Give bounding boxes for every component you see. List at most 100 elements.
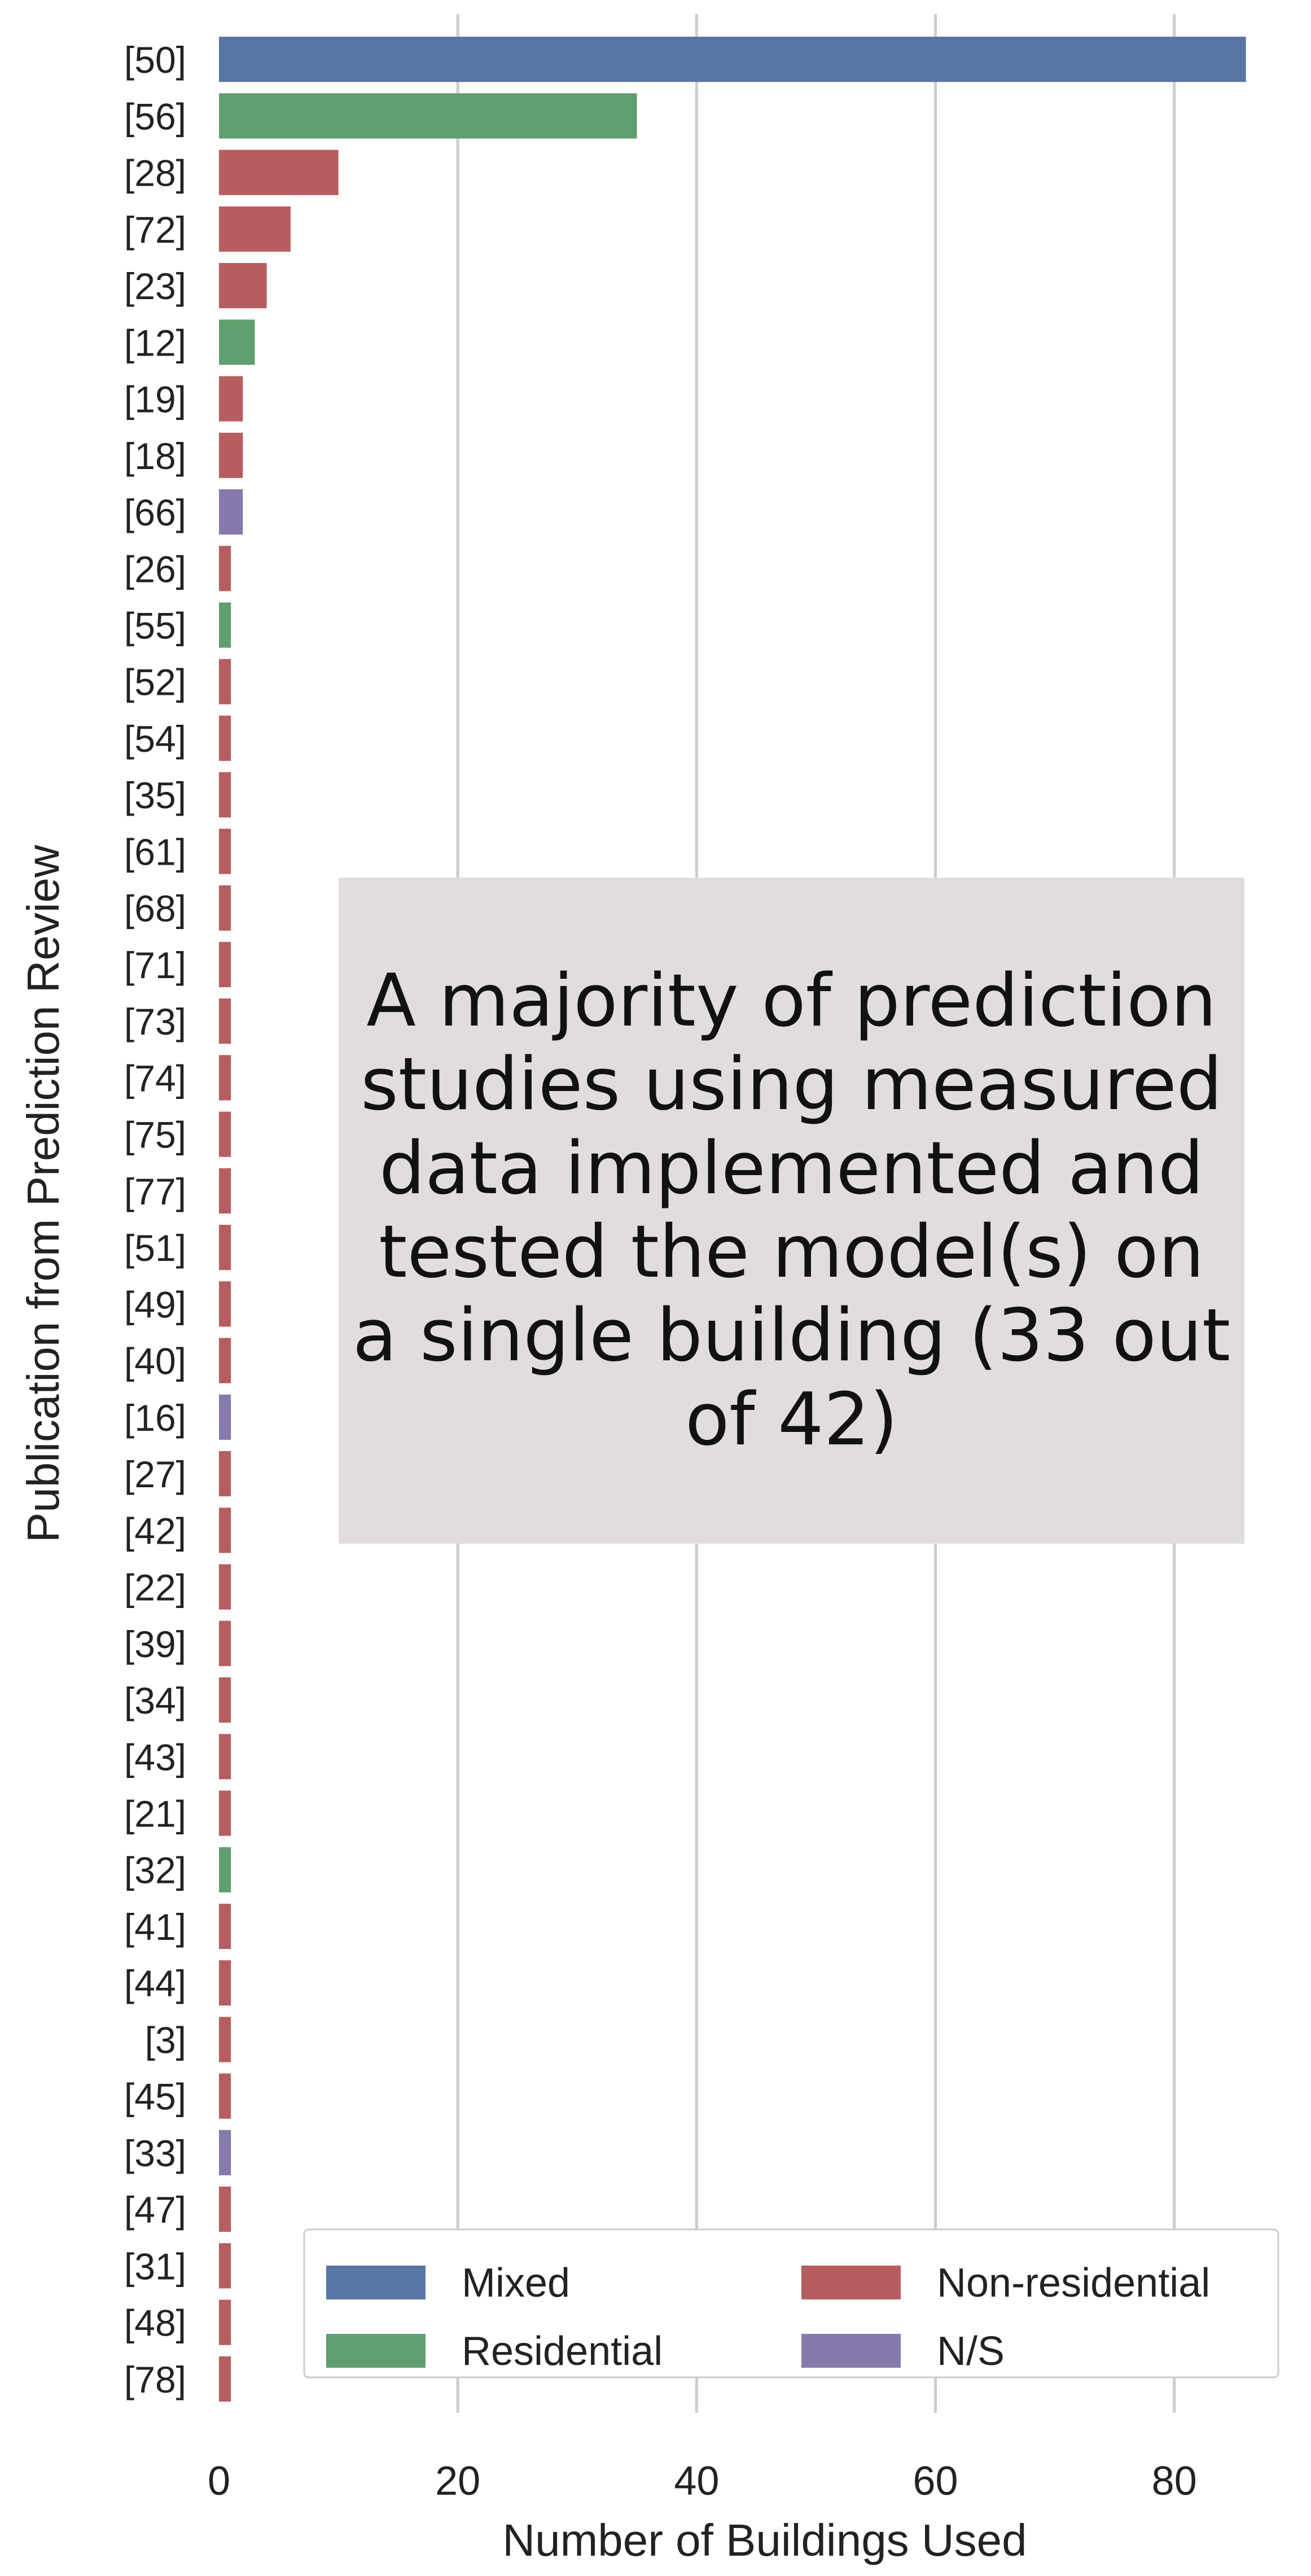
y-tick-label: [78] [124, 2359, 186, 2400]
y-tick-label: [54] [124, 718, 186, 760]
y-tick-label: [33] [124, 2132, 186, 2174]
bar [219, 885, 231, 931]
bar [219, 2356, 231, 2402]
bar [219, 602, 231, 648]
bar [219, 1281, 231, 1327]
y-tick-label: [44] [124, 1962, 186, 2004]
y-tick-label: [41] [124, 1906, 186, 1948]
legend-swatch [801, 2266, 901, 2299]
y-tick-label: [18] [124, 435, 186, 477]
x-tick-label: 0 [208, 2459, 230, 2504]
y-tick-label: [61] [124, 831, 186, 873]
y-tick-label: [66] [124, 492, 186, 533]
legend: Mixed Residential Non-residential N/S [303, 2228, 1279, 2378]
bar [219, 1677, 231, 1723]
bar [219, 206, 291, 252]
annotation-text: A majority of prediction studies using m… [352, 958, 1231, 1462]
legend-label: Non-residential [937, 2260, 1210, 2306]
y-tick-label: [40] [124, 1340, 186, 1382]
bar [219, 829, 231, 874]
y-tick-label: [71] [124, 944, 186, 986]
y-tick-label: [68] [124, 888, 186, 930]
y-tick-label: [12] [124, 322, 186, 363]
legend-label: Residential [462, 2329, 663, 2374]
y-tick-label: [3] [145, 2019, 186, 2061]
x-tick-label: 20 [435, 2459, 480, 2504]
bar [219, 941, 231, 988]
y-tick-label: [27] [124, 1453, 186, 1495]
bar [219, 1564, 231, 1610]
y-tick-label: [47] [124, 2189, 186, 2231]
y-tick-label: [55] [124, 605, 186, 647]
x-tick-label: 40 [674, 2459, 719, 2504]
bar [219, 1847, 231, 1892]
y-tick-label: [72] [124, 209, 186, 251]
bar [219, 2130, 231, 2176]
y-tick-label: [74] [124, 1057, 186, 1099]
bar [219, 319, 255, 365]
y-tick-label: [49] [124, 1283, 186, 1325]
bar [219, 1508, 231, 1553]
y-tick-label: [52] [124, 661, 186, 703]
bar [219, 1338, 231, 1383]
bar [219, 2187, 231, 2232]
bar [219, 1620, 231, 1666]
legend-swatch [326, 2266, 426, 2299]
bar [219, 659, 231, 704]
legend-swatch [801, 2334, 901, 2368]
bar [219, 1790, 231, 1836]
y-tick-label: [48] [124, 2302, 186, 2344]
y-tick-label: [42] [124, 1510, 186, 1552]
legend-swatch [326, 2334, 426, 2368]
y-tick-label: [31] [124, 2245, 186, 2287]
bar [219, 1225, 231, 1271]
y-tick-label: [21] [124, 1793, 186, 1835]
bar [219, 546, 231, 592]
bar [219, 262, 267, 309]
bar [219, 1451, 231, 1497]
y-tick-label: [56] [124, 95, 186, 137]
bar [219, 2017, 231, 2062]
legend-items: Mixed Residential Non-residential N/S [326, 2260, 1210, 2374]
bar [219, 1903, 231, 1949]
y-tick-label: [77] [124, 1171, 186, 1212]
bar [219, 2073, 231, 2119]
x-axis-label: Number of Buildings Used [502, 2515, 1027, 2565]
x-tick-labels: 0 20 40 60 80 [208, 2459, 1197, 2504]
bar [219, 37, 1246, 82]
y-tick-label: [26] [124, 548, 186, 590]
bar [219, 150, 339, 195]
annotation-box: A majority of prediction studies using m… [339, 878, 1244, 1544]
bar [219, 772, 231, 818]
legend-frame [303, 2228, 1279, 2378]
x-tick-label: 60 [913, 2459, 958, 2504]
bars [219, 37, 1246, 2402]
bar [219, 489, 243, 535]
y-tick-label: [50] [124, 39, 186, 81]
y-tick-label: [51] [124, 1227, 186, 1269]
y-tick-label: [32] [124, 1850, 186, 1891]
bar [219, 2243, 231, 2289]
bar [219, 1734, 231, 1780]
legend-label: N/S [937, 2329, 1005, 2374]
legend-label: Mixed [462, 2260, 570, 2306]
y-tick-label: [73] [124, 1001, 186, 1042]
bar [219, 1960, 231, 2006]
y-axis-label: Publication from Prediction Review [18, 845, 68, 1543]
x-tick-label: 80 [1152, 2459, 1197, 2504]
y-tick-label: [28] [124, 152, 186, 194]
y-tick-label: [45] [124, 2076, 186, 2118]
bar [219, 998, 231, 1044]
bar [219, 432, 243, 478]
bar [219, 376, 243, 422]
y-tick-label: [19] [124, 379, 186, 420]
bar [219, 715, 231, 761]
y-tick-label: [34] [124, 1680, 186, 1721]
bar [219, 2299, 231, 2345]
y-tick-label: [16] [124, 1397, 186, 1439]
y-tick-label: [35] [124, 774, 186, 816]
y-tick-label: [43] [124, 1736, 186, 1778]
y-tick-label: [39] [124, 1623, 186, 1665]
